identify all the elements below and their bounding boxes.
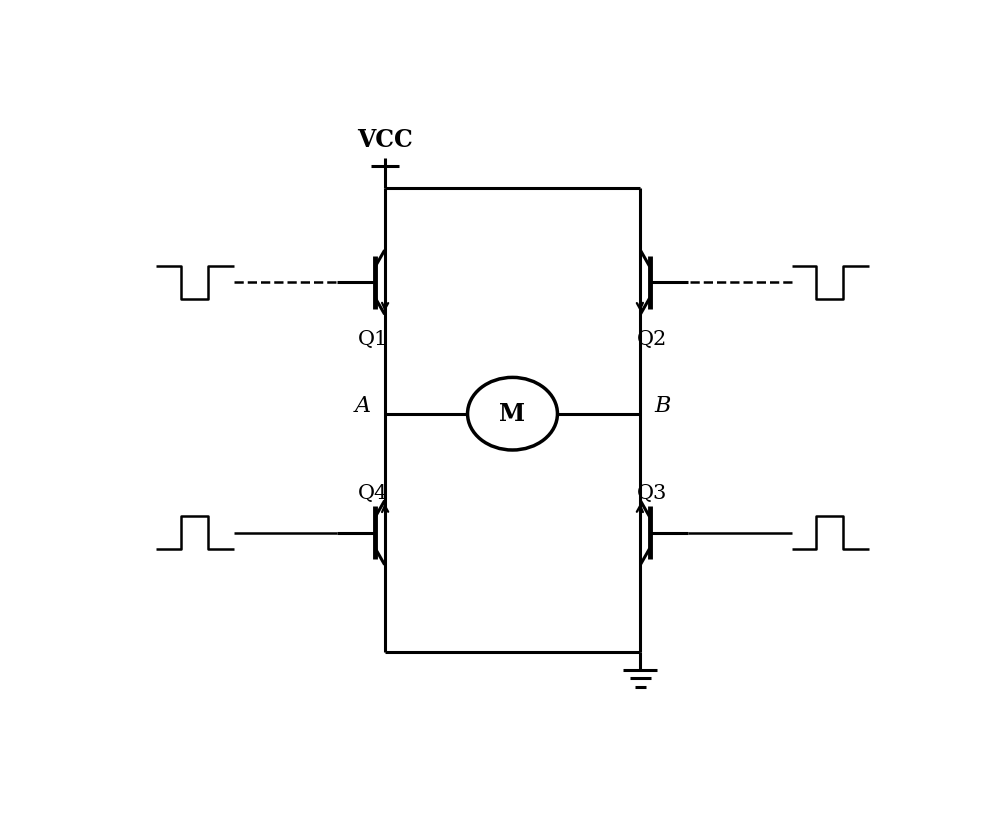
Text: Q2: Q2 (637, 330, 667, 350)
Text: Q1: Q1 (358, 330, 388, 350)
Text: Q3: Q3 (637, 485, 667, 503)
Text: A: A (355, 395, 371, 417)
Text: B: B (654, 395, 671, 417)
Text: VCC: VCC (357, 128, 413, 152)
Text: M: M (499, 402, 526, 426)
Text: Q4: Q4 (358, 485, 388, 503)
